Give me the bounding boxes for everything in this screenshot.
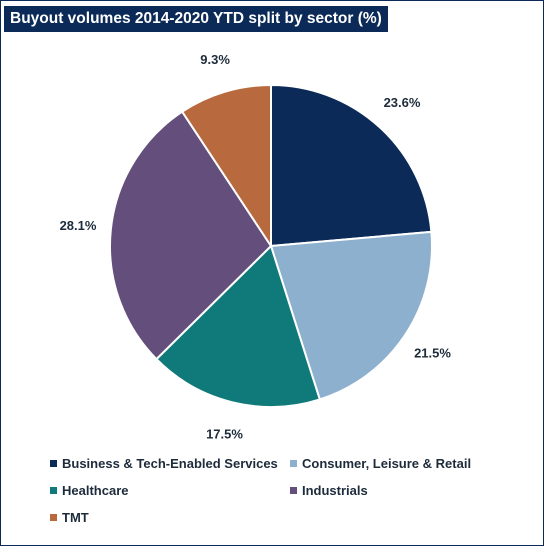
slice-label-2: 17.5% — [206, 426, 243, 441]
slice-label-3: 28.1% — [60, 218, 97, 233]
legend-label: Industrials — [302, 483, 368, 498]
pie-slice-1 — [269, 230, 433, 401]
legend-item-0: Business & Tech-Enabled Services — [50, 456, 278, 471]
pie-slice-4 — [180, 83, 272, 250]
legend-label: Business & Tech-Enabled Services — [62, 456, 278, 471]
legend-label: Healthcare — [62, 483, 129, 498]
legend-label: Consumer, Leisure & Retail — [302, 456, 472, 471]
pie-slice-0 — [270, 83, 433, 248]
legend-swatch — [290, 460, 297, 467]
legend-item-1: Consumer, Leisure & Retail — [290, 456, 471, 471]
slice-label-1: 21.5% — [414, 346, 451, 361]
slice-label-4: 9.3% — [200, 52, 230, 67]
legend-item-3: Industrials — [290, 483, 368, 498]
legend-label: TMT — [62, 510, 89, 525]
legend-item-4: TMT — [50, 510, 89, 525]
legend-item-2: Healthcare — [50, 483, 128, 498]
pie-slice-2 — [155, 244, 322, 408]
chart-title: Buyout volumes 2014-2020 YTD split by se… — [4, 6, 388, 32]
legend-swatch — [50, 487, 57, 494]
slice-label-0: 23.6% — [384, 95, 421, 110]
legend-swatch — [50, 514, 57, 521]
legend-swatch — [50, 460, 57, 467]
pie-slice-3 — [108, 110, 273, 361]
legend-swatch — [290, 487, 297, 494]
